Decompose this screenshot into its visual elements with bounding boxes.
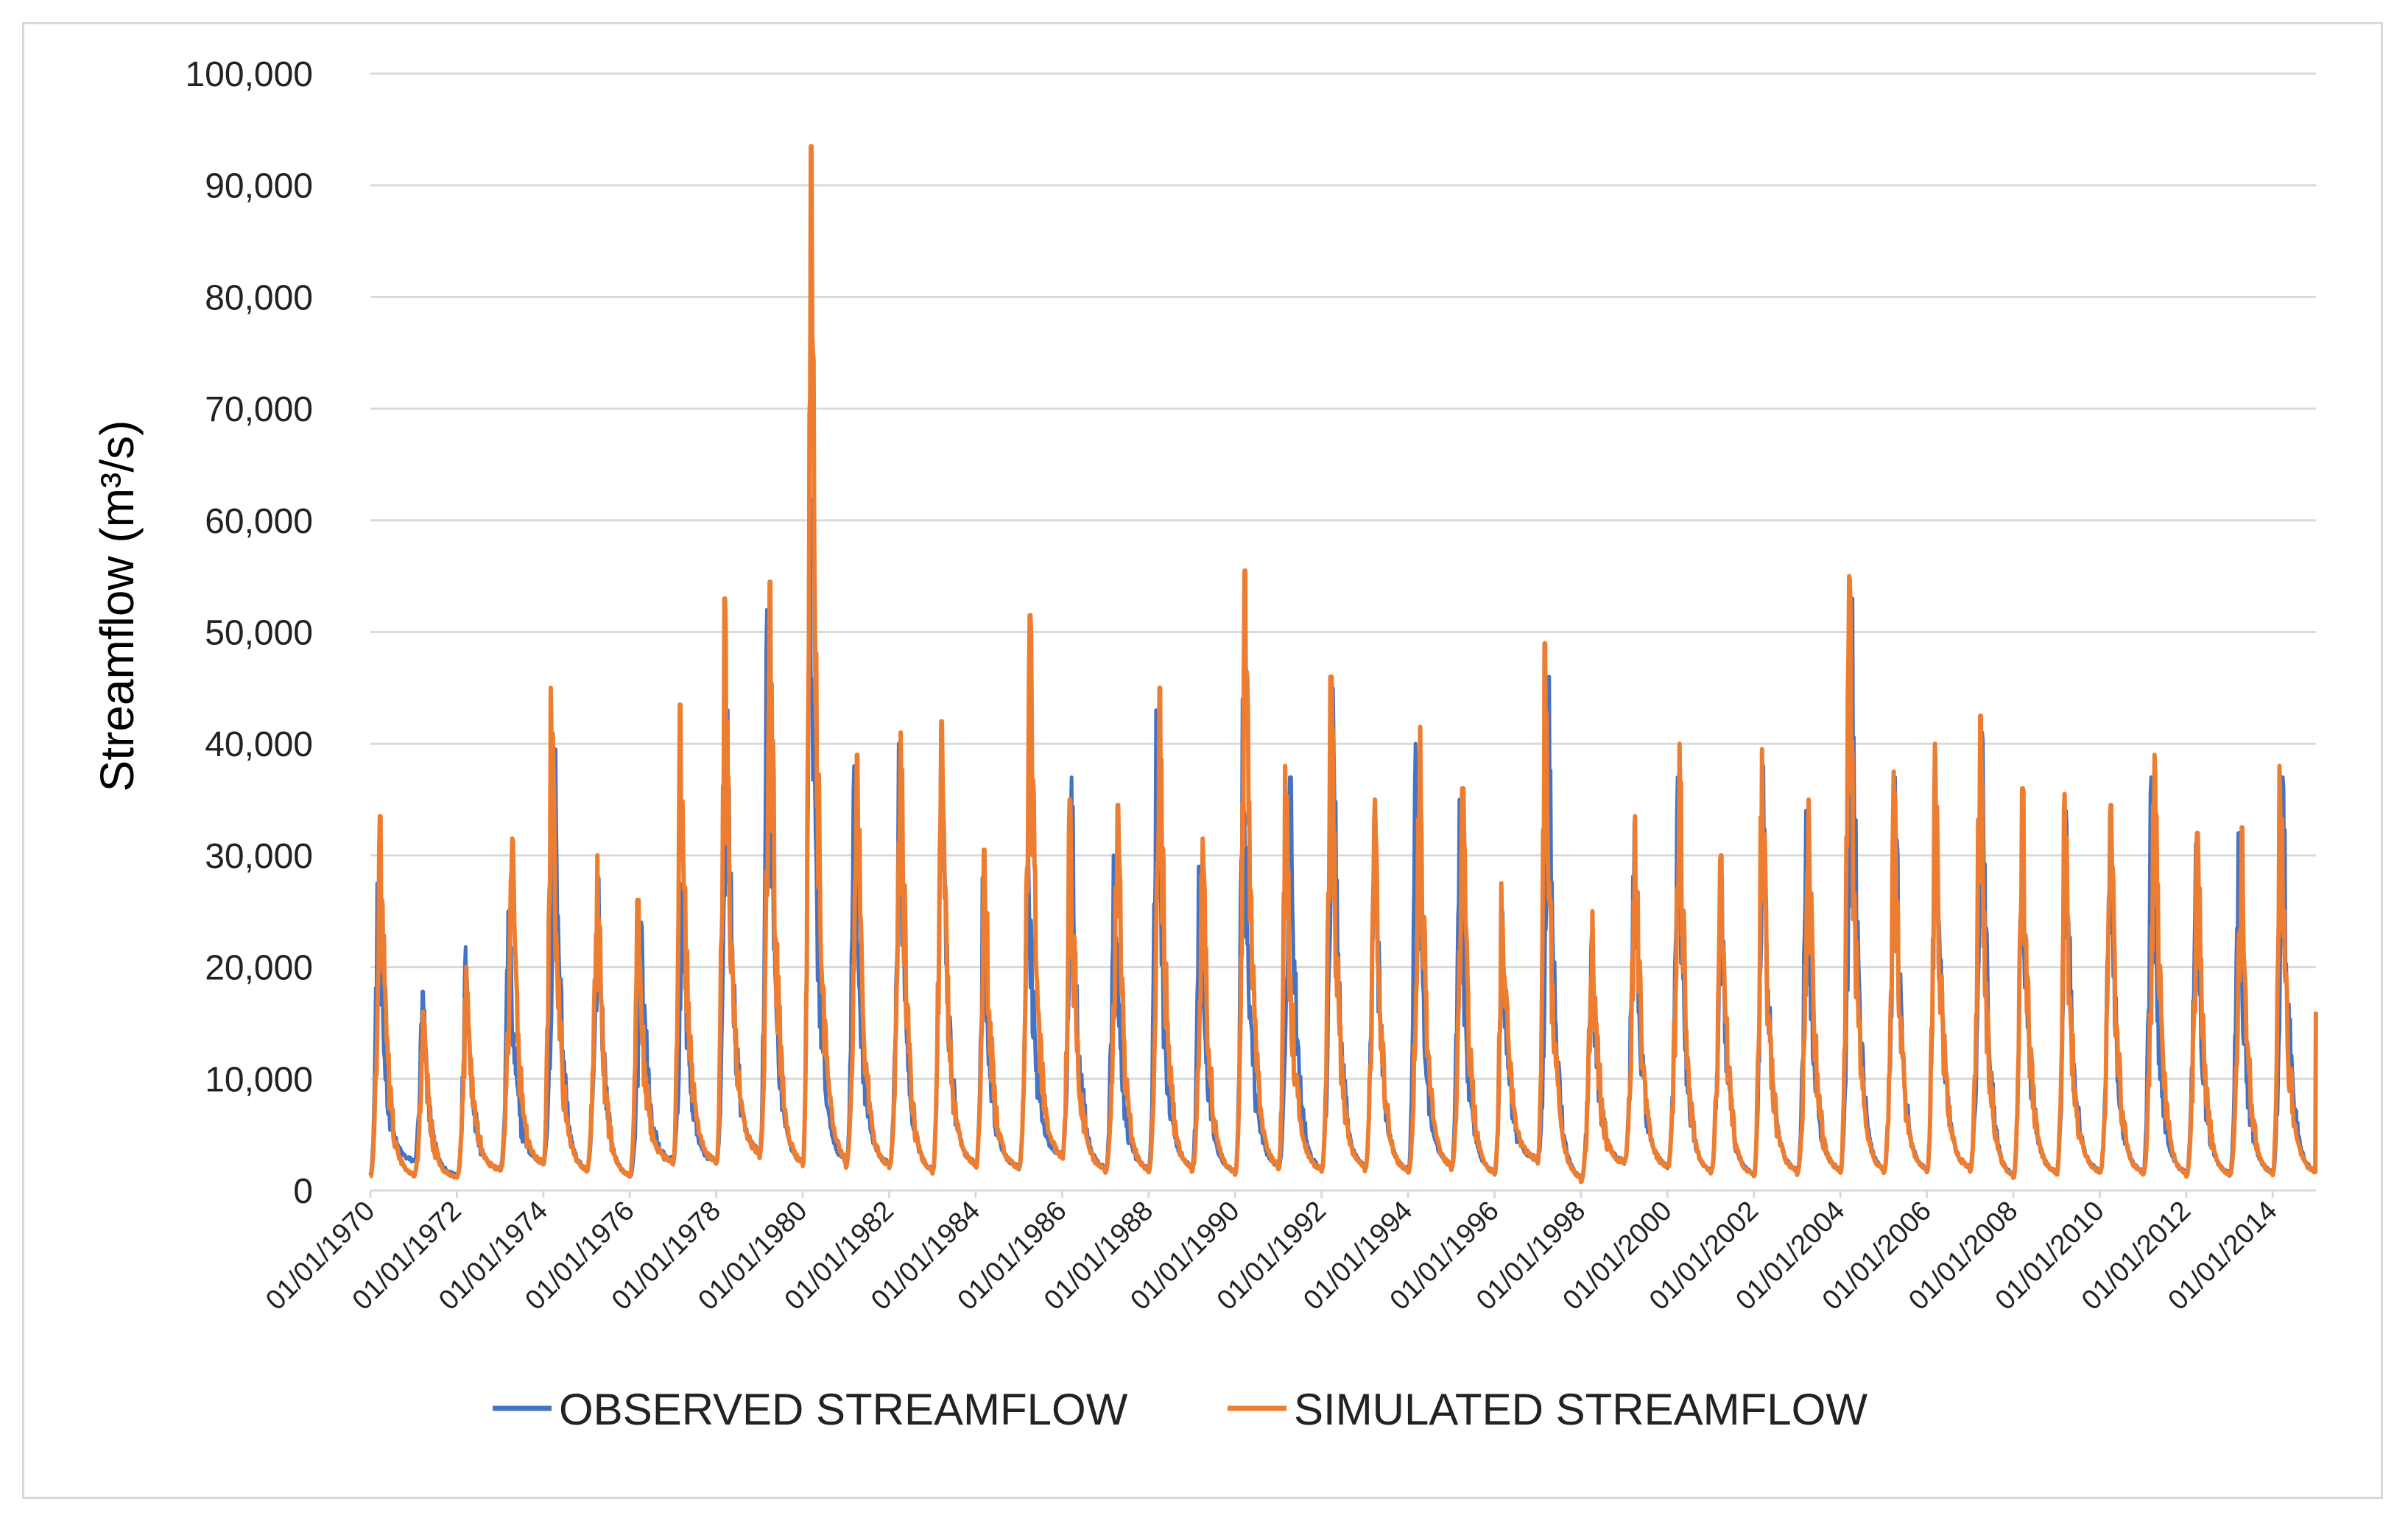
legend: OBSERVED STREAMFLOW SIMULATED STREAMFLOW [493, 1385, 1867, 1434]
legend-simulated-label: SIMULATED STREAMFLOW [1294, 1385, 1867, 1434]
y-tick-label: 40,000 [205, 725, 313, 764]
y-tick-label: 0 [293, 1172, 313, 1211]
y-tick-label: 70,000 [205, 390, 313, 429]
y-tick-label: 80,000 [205, 278, 313, 317]
y-tick-label: 20,000 [205, 949, 313, 988]
simulated-streamflow-line [368, 144, 2318, 1185]
y-axis-ticks: 0 10,000 20,000 30,000 40,000 50,000 60,000 70,… [185, 55, 313, 1211]
grid-layer [370, 72, 2316, 1192]
y-tick-label: 100,000 [185, 55, 313, 94]
y-axis-label: Streamflow (m³/s) [91, 420, 144, 792]
y-tick-label: 50,000 [205, 614, 313, 653]
legend-observed-label: OBSERVED STREAMFLOW [559, 1385, 1128, 1434]
chart-frame: 0 10,000 20,000 30,000 40,000 50,000 60,000 70,… [22, 22, 2383, 1499]
chart-svg: 0 10,000 20,000 30,000 40,000 50,000 60,000 70,… [91, 55, 2318, 1434]
y-tick-label: 60,000 [205, 502, 313, 541]
y-tick-label: 90,000 [205, 167, 313, 206]
series-layer [368, 144, 2318, 1185]
y-tick-label: 10,000 [205, 1060, 313, 1099]
y-tick-label: 30,000 [205, 837, 313, 876]
x-axis-ticks: 01/01/197001/01/197201/01/197401/01/1976… [260, 1190, 2284, 1316]
